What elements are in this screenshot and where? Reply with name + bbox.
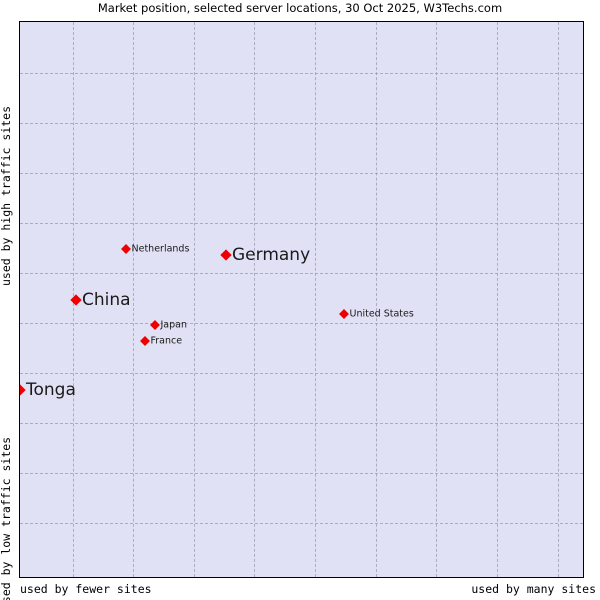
gridline-vertical bbox=[133, 22, 134, 577]
gridline-horizontal bbox=[20, 123, 583, 124]
y-axis-label-low-traffic: used by low traffic sites bbox=[0, 436, 13, 600]
chart-title: Market position, selected server locatio… bbox=[97, 1, 503, 15]
gridline-horizontal bbox=[20, 173, 583, 174]
data-point-label: Netherlands bbox=[131, 243, 190, 255]
data-point-marker-diamond-icon bbox=[121, 244, 131, 254]
gridline-horizontal bbox=[20, 473, 583, 474]
gridline-vertical bbox=[194, 22, 195, 577]
data-point-marker-diamond-icon bbox=[150, 320, 160, 330]
data-point-label: Tonga bbox=[26, 380, 76, 400]
gridline-vertical bbox=[497, 22, 498, 577]
data-point-label: Germany bbox=[232, 245, 311, 265]
gridline-horizontal bbox=[20, 373, 583, 374]
gridline-vertical bbox=[376, 22, 377, 577]
x-axis-label-many-sites: used by many sites bbox=[471, 582, 596, 596]
data-point-marker-diamond-icon bbox=[20, 384, 26, 396]
data-point-marker-diamond-icon bbox=[339, 309, 349, 319]
gridline-vertical bbox=[558, 22, 559, 577]
data-point-marker-diamond-icon bbox=[220, 249, 232, 261]
gridline-horizontal bbox=[20, 73, 583, 74]
data-point-marker-diamond-icon bbox=[140, 336, 150, 346]
gridline-horizontal bbox=[20, 273, 583, 274]
gridline-horizontal bbox=[20, 423, 583, 424]
data-point-label: United States bbox=[349, 308, 414, 320]
gridline-vertical bbox=[436, 22, 437, 577]
gridline-horizontal bbox=[20, 323, 583, 324]
y-axis-label-high-traffic: used by high traffic sites bbox=[0, 105, 13, 286]
gridline-horizontal bbox=[20, 223, 583, 224]
data-point-label: France bbox=[150, 335, 183, 347]
gridline-vertical bbox=[315, 22, 316, 577]
x-axis-label-fewer-sites: used by fewer sites bbox=[20, 582, 152, 596]
data-point-label: China bbox=[82, 290, 131, 310]
gridline-horizontal bbox=[20, 523, 583, 524]
gridline-vertical bbox=[254, 22, 255, 577]
data-point-label: Japan bbox=[160, 319, 188, 331]
scatter-plot-area: Netherlands Germany China United States Japa… bbox=[19, 21, 584, 578]
